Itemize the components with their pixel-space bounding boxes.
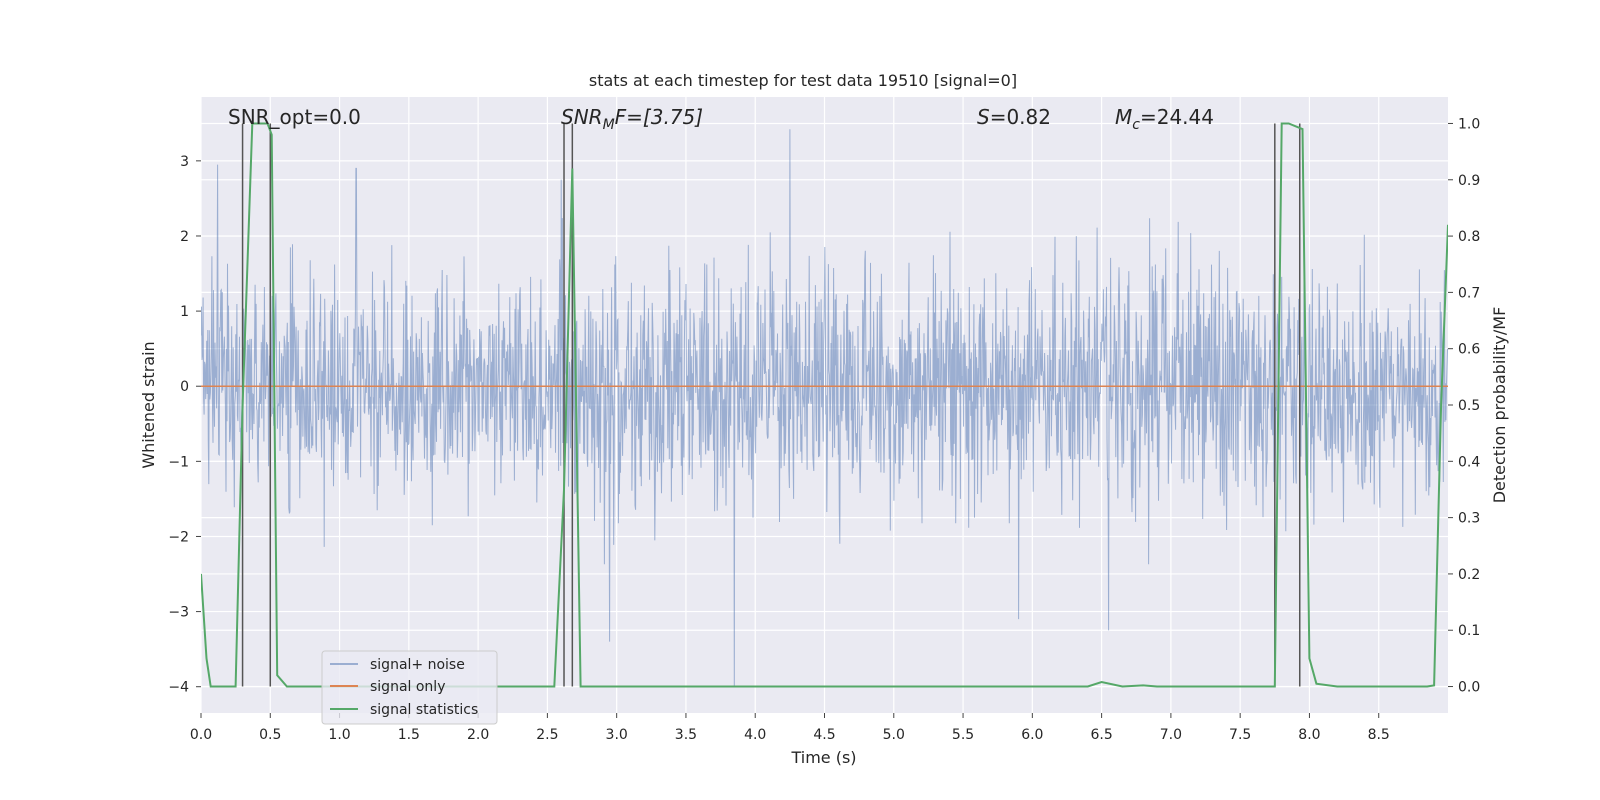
- legend-label-signal-plus-noise: signal+ noise: [370, 657, 465, 673]
- y-right-tick-label: 0.2: [1458, 567, 1480, 583]
- y-right-tick-label: 0.9: [1458, 173, 1480, 189]
- y-axis-left-label: Whitened strain: [139, 341, 158, 468]
- x-tick-label: 4.0: [744, 727, 766, 743]
- y-left-tick-label: 3: [180, 154, 189, 170]
- x-tick-label: 6.5: [1090, 727, 1112, 743]
- series-signal-plus-noise: [201, 129, 1448, 687]
- x-tick-label: 5.5: [952, 727, 974, 743]
- annotation-mc-sub: c: [1132, 117, 1140, 133]
- annotation-snr-mf: SNRMF=[3.75]: [561, 105, 703, 133]
- annotation-s: S=0.82: [977, 105, 1051, 129]
- annotation-snr-mf-base: SNR: [561, 105, 603, 129]
- y-left-tick-label: 0: [180, 379, 189, 395]
- x-tick-label: 2.0: [467, 727, 489, 743]
- annotation-mc: Mc=24.44: [1115, 105, 1214, 133]
- y-right-tick-label: 0.6: [1458, 342, 1480, 358]
- x-tick-label: 2.5: [536, 727, 558, 743]
- y-axis-right-ticks: 1.0 0.9 0.8 0.7 0.6 0.5 0.4 0.3 0.2 0.1 0.0: [1448, 116, 1480, 696]
- x-tick-label: 0.0: [190, 727, 212, 743]
- chart-title: stats at each timestep for test data 195…: [589, 71, 1017, 90]
- x-tick-label: 3.0: [606, 727, 628, 743]
- x-tick-label: 7.0: [1160, 727, 1182, 743]
- y-axis-left-ticks: 3 2 1 0 −1 −2 −3 −4: [168, 154, 201, 696]
- y-right-tick-label: 0.5: [1458, 398, 1480, 414]
- x-tick-label: 4.5: [813, 727, 835, 743]
- x-axis-label: Time (s): [790, 748, 856, 767]
- annotation-s-rest: =0.82: [990, 105, 1051, 129]
- x-tick-label: 8.0: [1298, 727, 1320, 743]
- y-right-tick-label: 0.8: [1458, 229, 1480, 245]
- x-tick-label: 8.5: [1368, 727, 1390, 743]
- y-right-tick-label: 1.0: [1458, 116, 1480, 132]
- x-axis-ticks: 0.0 0.5 1.0 1.5 2.0 2.5 3.0 3.5 4.0 4.5 5.0 5.5 6.0 6…: [190, 713, 1390, 743]
- series-signal-statistics: [201, 122, 1448, 688]
- annotation-mc-base: M: [1115, 105, 1132, 129]
- y-left-tick-label: −2: [168, 529, 189, 545]
- x-tick-label: 3.5: [675, 727, 697, 743]
- y-right-tick-label: 0.4: [1458, 454, 1480, 470]
- x-tick-label: 6.0: [1021, 727, 1043, 743]
- y-left-tick-label: 2: [180, 229, 189, 245]
- annotation-snr-opt: SNR_opt=0.0: [228, 105, 361, 129]
- y-left-tick-label: −4: [168, 680, 189, 696]
- x-tick-label: 0.5: [259, 727, 281, 743]
- legend-label-signal-statistics: signal statistics: [370, 702, 478, 718]
- y-left-tick-label: −1: [168, 454, 189, 470]
- x-tick-label: 5.0: [883, 727, 905, 743]
- y-right-tick-label: 0.1: [1458, 623, 1480, 639]
- legend-box: [321, 650, 498, 725]
- annotation-snr-mf-sub: M: [603, 117, 615, 133]
- y-right-tick-label: 0.7: [1458, 285, 1480, 301]
- y-right-tick-label: 0.3: [1458, 511, 1480, 527]
- x-tick-label: 1.0: [328, 727, 350, 743]
- annotation-s-base: S: [977, 105, 990, 129]
- legend: signal+ noise signal only signal statist…: [321, 650, 498, 725]
- y-left-tick-label: −3: [168, 605, 189, 621]
- legend-label-signal-only: signal only: [370, 679, 445, 695]
- annotation-snr-mf-rest: F=[3.75]: [615, 105, 703, 129]
- y-axis-right-label: Detection probability/MF: [1490, 307, 1509, 504]
- y-left-tick-label: 1: [180, 304, 189, 320]
- y-right-tick-label: 0.0: [1458, 680, 1480, 696]
- x-tick-label: 7.5: [1229, 727, 1251, 743]
- x-tick-label: 1.5: [398, 727, 420, 743]
- annotation-mc-rest: =24.44: [1140, 105, 1214, 129]
